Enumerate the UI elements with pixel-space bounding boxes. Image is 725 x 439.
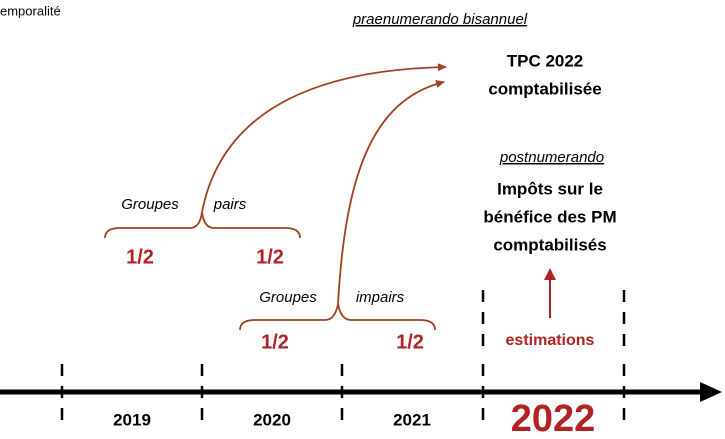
estimations: estimations — [506, 332, 595, 349]
arrow — [201, 63, 447, 213]
half: 1/2 — [126, 246, 154, 268]
praenumerando-label: praenumerando bisannuel — [352, 11, 528, 28]
year: 2020 — [253, 410, 291, 429]
impots-line: bénéfice des PM — [483, 207, 616, 226]
arrow — [337, 80, 445, 305]
tpc-line: TPC 2022 — [507, 51, 584, 70]
half: 1/2 — [396, 331, 424, 353]
title: emporalité — [0, 3, 61, 18]
tpc-line: comptabilisée — [488, 79, 601, 98]
arrow-head — [544, 268, 556, 280]
brace — [239, 303, 436, 331]
year: 2022 — [511, 398, 596, 439]
impots-line: comptabilisés — [493, 235, 606, 254]
group-label: pairs — [213, 196, 247, 213]
group-label: Groupes — [259, 289, 317, 306]
half: 1/2 — [256, 246, 284, 268]
group-label: Groupes — [121, 196, 179, 213]
impots-line: Impôts sur le — [497, 179, 603, 198]
half: 1/2 — [261, 331, 289, 353]
brace — [104, 211, 301, 239]
postnumerando-label: postnumerando — [499, 149, 604, 166]
timeline-head — [700, 382, 722, 402]
year: 2021 — [393, 410, 431, 429]
group-label: impairs — [356, 289, 405, 306]
year-dividers — [60, 364, 626, 430]
year: 2019 — [113, 410, 151, 429]
